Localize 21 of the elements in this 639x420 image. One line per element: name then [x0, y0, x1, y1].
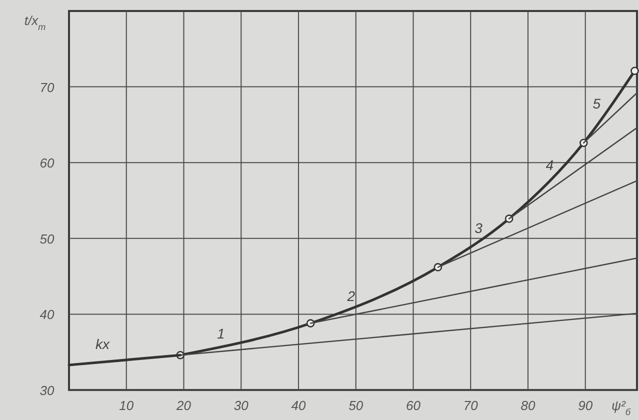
x-tick-label: 70 [463, 398, 479, 413]
series-label: 5 [592, 95, 601, 112]
x-tick-label: 90 [578, 398, 594, 413]
y-axis-title: t/x$_{m}$ [24, 13, 46, 32]
series-label: 2 [346, 288, 356, 304]
x-tick-label: 10 [119, 398, 134, 413]
x-tick-label: 30 [234, 398, 250, 413]
series-label: 1 [217, 325, 225, 342]
x-tick-label: 50 [348, 398, 364, 413]
y-tick-label: 70 [40, 80, 55, 95]
y-tick-label: 50 [40, 231, 55, 246]
x-tick-label: 20 [176, 398, 192, 413]
x-tick-label: 80 [520, 398, 536, 413]
x-tick-label: 40 [291, 398, 306, 413]
x-tick-label: 60 [406, 398, 422, 413]
y-tick-label: 60 [40, 156, 55, 171]
y-tick-label: 30 [40, 383, 55, 398]
y-tick-label: 40 [40, 307, 55, 322]
series-label: 3 [474, 220, 483, 236]
series-label: kx [96, 336, 111, 352]
x-axis-title: ψ²$_{б}$ [612, 398, 632, 417]
